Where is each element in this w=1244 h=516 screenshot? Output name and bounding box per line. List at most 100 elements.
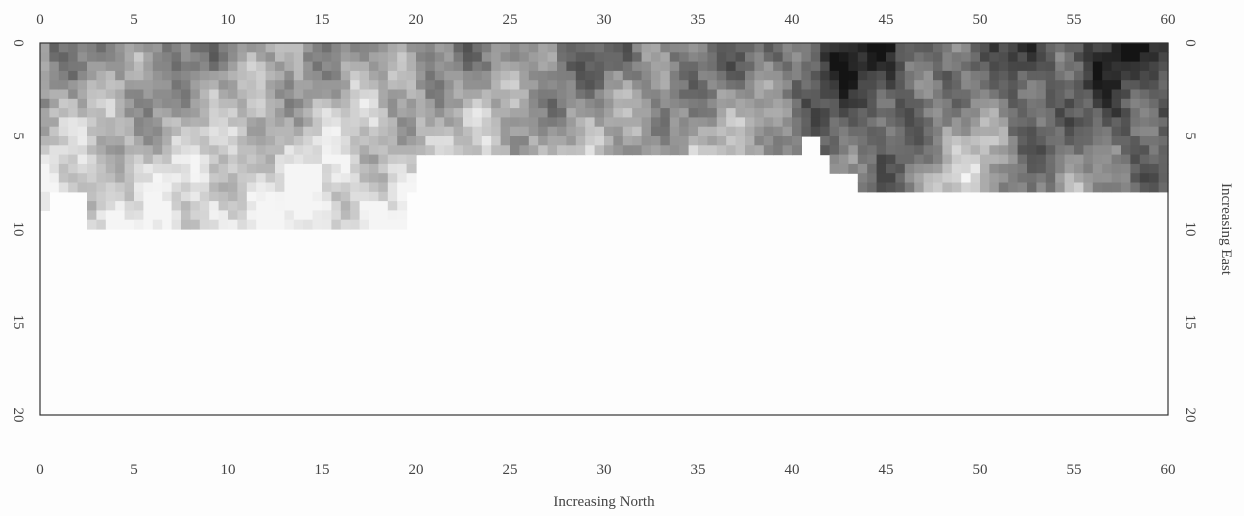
heatmap-cell (904, 145, 915, 156)
heatmap-cell (340, 80, 351, 91)
heatmap-cell (58, 61, 69, 72)
heatmap-cell (134, 117, 144, 128)
heatmap-cell (143, 191, 154, 202)
heatmap-cell (181, 145, 191, 156)
heatmap-cell (237, 163, 248, 174)
heatmap-cell (209, 219, 220, 230)
heatmap-cell (679, 136, 690, 146)
heatmap-cell (68, 61, 79, 72)
heatmap-cell (171, 126, 182, 137)
heatmap-cell (857, 182, 868, 193)
heatmap-cell (876, 43, 887, 53)
heatmap-cell (669, 108, 680, 118)
heatmap-cell (848, 126, 859, 137)
heatmap-cell (463, 89, 473, 100)
heatmap-cell (58, 89, 69, 100)
heatmap-cell (293, 210, 304, 221)
heatmap-cell (998, 89, 1009, 100)
heatmap-cell (604, 61, 614, 72)
heatmap-cell (312, 89, 323, 100)
heatmap-cell (124, 210, 135, 221)
heatmap-cell (199, 117, 210, 128)
heatmap-cell (923, 70, 934, 81)
heatmap-cell (453, 52, 464, 63)
heatmap-cell (181, 98, 191, 109)
heatmap-cell (1092, 182, 1103, 193)
heatmap-cell (228, 126, 238, 137)
heatmap-cell (585, 70, 596, 81)
heatmap-cell (886, 173, 896, 184)
heatmap-cell (1158, 173, 1169, 184)
heatmap-cell (1111, 163, 1122, 174)
heatmap-cell (1121, 80, 1131, 91)
heatmap-cell (58, 80, 69, 91)
heatmap-cell (444, 80, 455, 91)
heatmap-cell (143, 154, 154, 165)
heatmap-cell (1130, 173, 1141, 184)
heatmap-cell (528, 70, 539, 81)
heatmap-cell (1092, 52, 1103, 63)
heatmap-cell (96, 126, 107, 137)
heatmap-cell (77, 126, 88, 137)
heatmap-cell (839, 52, 849, 63)
heatmap-cell (895, 52, 906, 63)
heatmap-cell (256, 182, 267, 193)
heatmap-cell (1139, 173, 1150, 184)
heatmap-cell (134, 219, 144, 230)
heatmap-cell (340, 52, 351, 63)
heatmap-cell (87, 145, 97, 156)
heatmap-cell (848, 163, 859, 174)
heatmap-cell (77, 145, 88, 156)
heatmap-cell (77, 136, 88, 146)
heatmap-cell (218, 219, 229, 230)
heatmap-cell (829, 145, 840, 156)
heatmap-cell (397, 173, 408, 184)
heatmap-cell (829, 98, 840, 109)
heatmap-cell (557, 52, 567, 63)
heatmap-cell (792, 61, 802, 72)
heatmap-cell (848, 70, 859, 81)
heatmap-cell (171, 43, 182, 53)
heatmap-cell (96, 201, 107, 211)
heatmap-cell (622, 80, 633, 91)
heatmap-cell (886, 43, 896, 53)
heatmap-cell (547, 89, 558, 100)
heatmap-cell (190, 80, 201, 91)
heatmap-cell (839, 145, 849, 156)
heatmap-cell (980, 43, 990, 53)
heatmap-cell (557, 89, 567, 100)
heatmap-cell (1064, 117, 1075, 128)
heatmap-cell (557, 117, 567, 128)
heatmap-cell (970, 52, 981, 63)
heatmap-cell (181, 126, 191, 137)
heatmap-cell (989, 80, 1000, 91)
heatmap-cell (134, 163, 144, 174)
heatmap-cell (256, 145, 267, 156)
heatmap-cell (68, 70, 79, 81)
heatmap-cell (848, 108, 859, 118)
heatmap-cell (745, 98, 755, 109)
heatmap-cell (453, 126, 464, 137)
heatmap-cell (246, 52, 257, 63)
heatmap-cell (331, 182, 342, 193)
heatmap-cell (792, 52, 802, 63)
heatmap-cell (585, 145, 596, 156)
tick-label: 25 (503, 12, 518, 28)
heatmap-cell (951, 52, 962, 63)
heatmap-cell (1102, 154, 1113, 165)
heatmap-cell (463, 70, 473, 81)
heatmap-cell (190, 108, 201, 118)
heatmap-cell (698, 43, 708, 53)
heatmap-cell (914, 61, 925, 72)
heatmap-cell (359, 173, 370, 184)
heatmap-cell (209, 52, 220, 63)
heatmap-cell (199, 108, 210, 118)
heatmap-cell (199, 182, 210, 193)
heatmap-cell (538, 70, 549, 81)
heatmap-cell (961, 108, 972, 118)
heatmap-cell (538, 80, 549, 91)
heatmap-cell (1036, 182, 1047, 193)
heatmap-cell (1074, 163, 1084, 174)
heatmap-cell (228, 80, 238, 91)
heatmap-cell (350, 136, 361, 146)
